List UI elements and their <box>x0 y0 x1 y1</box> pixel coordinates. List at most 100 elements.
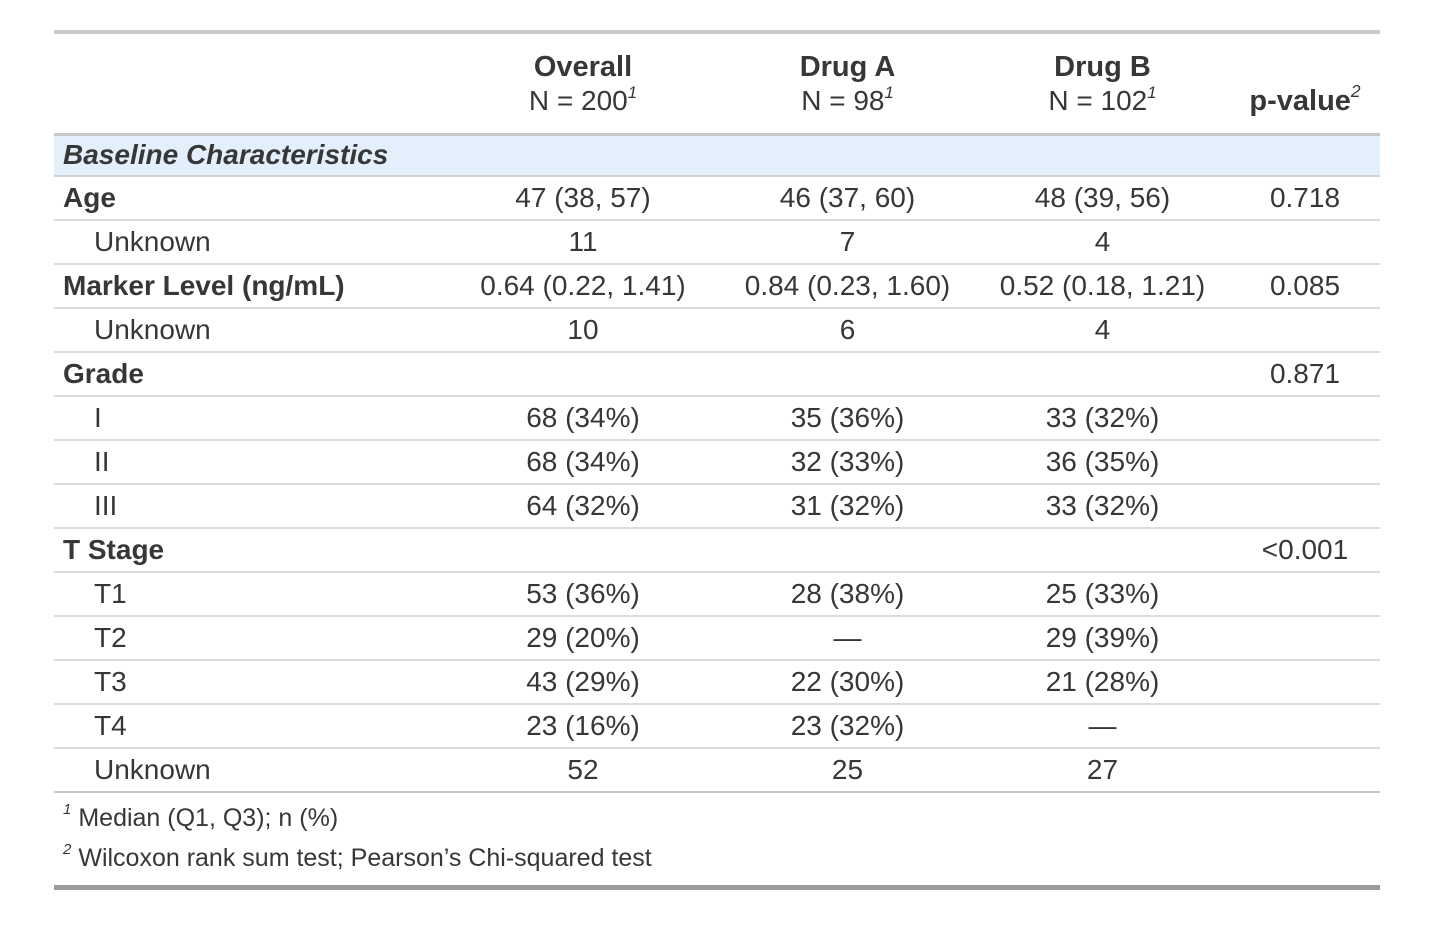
column-header-p-value: p-value2 <box>1230 30 1380 136</box>
column-name: Overall <box>533 51 633 83</box>
p-value-cell <box>1230 439 1380 485</box>
value-cell: 47 (38, 57) <box>446 175 720 221</box>
p-value-cell: 0.085 <box>1230 263 1380 309</box>
summary-table: Overall N = 2001 Drug A N = 981 Drug B N… <box>54 30 1380 890</box>
column-n-label: N = 981 <box>801 82 894 116</box>
value-cell <box>446 351 720 397</box>
table-row: III 64 (32%) 31 (32%) 33 (32%) <box>54 483 1380 529</box>
row-label-level: T2 <box>54 615 446 661</box>
footnote-mark: 1 <box>63 801 72 819</box>
table-row: Unknown 52 25 27 <box>54 747 1380 793</box>
value-cell: 35 (36%) <box>720 395 975 441</box>
row-label-level: II <box>54 439 446 485</box>
p-value-cell <box>1230 703 1380 749</box>
row-label-level: T4 <box>54 703 446 749</box>
value-cell: 64 (32%) <box>446 483 720 529</box>
value-cell <box>720 351 975 397</box>
p-value-cell: <0.001 <box>1230 527 1380 573</box>
value-cell: 4 <box>975 219 1230 265</box>
footnote-mark: 2 <box>63 841 72 859</box>
column-name: p-value2 <box>1249 81 1361 117</box>
value-cell: 23 (16%) <box>446 703 720 749</box>
table-row: Unknown 10 6 4 <box>54 307 1380 353</box>
value-cell: — <box>720 615 975 661</box>
summary-table-container: Overall N = 2001 Drug A N = 981 Drug B N… <box>54 30 1380 890</box>
table-header-row: Overall N = 2001 Drug A N = 981 Drug B N… <box>54 30 1380 136</box>
p-value-cell <box>1230 219 1380 265</box>
value-cell: 22 (30%) <box>720 659 975 705</box>
table-row: II 68 (34%) 32 (33%) 36 (35%) <box>54 439 1380 485</box>
footnote-mark: 1 <box>884 82 894 102</box>
row-label-variable: T Stage <box>54 527 446 573</box>
value-cell: 27 <box>975 747 1230 793</box>
column-header-drug-a: Drug A N = 981 <box>720 30 975 136</box>
table-row: Age 47 (38, 57) 46 (37, 60) 48 (39, 56) 0.71… <box>54 175 1380 221</box>
p-value-cell <box>1230 747 1380 793</box>
table-row: T Stage <0.001 <box>54 527 1380 573</box>
value-cell: 25 <box>720 747 975 793</box>
value-cell: 36 (35%) <box>975 439 1230 485</box>
p-value-cell: 0.718 <box>1230 175 1380 221</box>
value-cell: 53 (36%) <box>446 571 720 617</box>
table-header: Overall N = 2001 Drug A N = 981 Drug B N… <box>54 30 1380 136</box>
column-name: Drug B <box>1054 51 1151 83</box>
footnote-text: Median (Q1, Q3); n (%) <box>78 803 339 832</box>
row-label-level: T3 <box>54 659 446 705</box>
footnote: 2 Wilcoxon rank sum test; Pearson’s Chi-s… <box>54 837 1380 890</box>
value-cell: 31 (32%) <box>720 483 975 529</box>
group-header-row: Baseline Characteristics <box>54 134 1380 177</box>
row-label-variable: Grade <box>54 351 446 397</box>
footnote-text: Wilcoxon rank sum test; Pearson’s Chi-sq… <box>78 843 652 872</box>
value-cell: 29 (20%) <box>446 615 720 661</box>
value-cell: 52 <box>446 747 720 793</box>
table-row: T4 23 (16%) 23 (32%) — <box>54 703 1380 749</box>
value-cell: 21 (28%) <box>975 659 1230 705</box>
table-row: Unknown 11 7 4 <box>54 219 1380 265</box>
stub-header-cell <box>54 30 446 136</box>
column-n-label: N = 1021 <box>1048 82 1157 116</box>
value-cell: 11 <box>446 219 720 265</box>
value-cell: 4 <box>975 307 1230 353</box>
value-cell: 33 (32%) <box>975 483 1230 529</box>
table-footnotes: 1 Median (Q1, Q3); n (%) 2 Wilcoxon rank su… <box>54 792 1380 890</box>
footnote-mark: 1 <box>627 82 638 102</box>
value-cell: 68 (34%) <box>446 395 720 441</box>
value-cell: 0.64 (0.22, 1.41) <box>446 263 720 309</box>
value-cell: 43 (29%) <box>446 659 720 705</box>
table-row: Marker Level (ng/mL) 0.64 (0.22, 1.41) 0.8… <box>54 263 1380 309</box>
value-cell <box>975 527 1230 573</box>
value-cell: 29 (39%) <box>975 615 1230 661</box>
footnote-row: 2 Wilcoxon rank sum test; Pearson’s Chi-s… <box>54 837 1380 890</box>
table-row: Grade 0.871 <box>54 351 1380 397</box>
value-cell <box>720 527 975 573</box>
row-label-level: Unknown <box>54 219 446 265</box>
value-cell: 32 (33%) <box>720 439 975 485</box>
table-body: Baseline Characteristics Age 47 (38, 57) 4… <box>54 134 1380 793</box>
p-value-cell: 0.871 <box>1230 351 1380 397</box>
row-label-level: Unknown <box>54 307 446 353</box>
value-cell: — <box>975 703 1230 749</box>
row-label-variable: Marker Level (ng/mL) <box>54 263 446 309</box>
footnote-mark: 1 <box>1147 82 1157 102</box>
row-label-level: III <box>54 483 446 529</box>
value-cell: 6 <box>720 307 975 353</box>
column-name: Drug A <box>799 51 896 83</box>
p-value-cell <box>1230 659 1380 705</box>
value-cell <box>446 527 720 573</box>
table-row: T2 29 (20%) —29 (39%) <box>54 615 1380 661</box>
value-cell: 23 (32%) <box>720 703 975 749</box>
group-header-label: Baseline Characteristics <box>54 134 1380 177</box>
value-cell: 0.84 (0.23, 1.60) <box>720 263 975 309</box>
column-n-label: N = 2001 <box>528 82 638 116</box>
value-cell: 46 (37, 60) <box>720 175 975 221</box>
p-value-cell <box>1230 615 1380 661</box>
value-cell: 33 (32%) <box>975 395 1230 441</box>
row-label-level: I <box>54 395 446 441</box>
column-header-overall: Overall N = 2001 <box>446 30 720 136</box>
p-value-cell <box>1230 483 1380 529</box>
table-row: T1 53 (36%) 28 (38%) 25 (33%) <box>54 571 1380 617</box>
row-label-level: Unknown <box>54 747 446 793</box>
row-label-level: T1 <box>54 571 446 617</box>
row-label-variable: Age <box>54 175 446 221</box>
footnote-row: 1 Median (Q1, Q3); n (%) <box>54 792 1380 838</box>
